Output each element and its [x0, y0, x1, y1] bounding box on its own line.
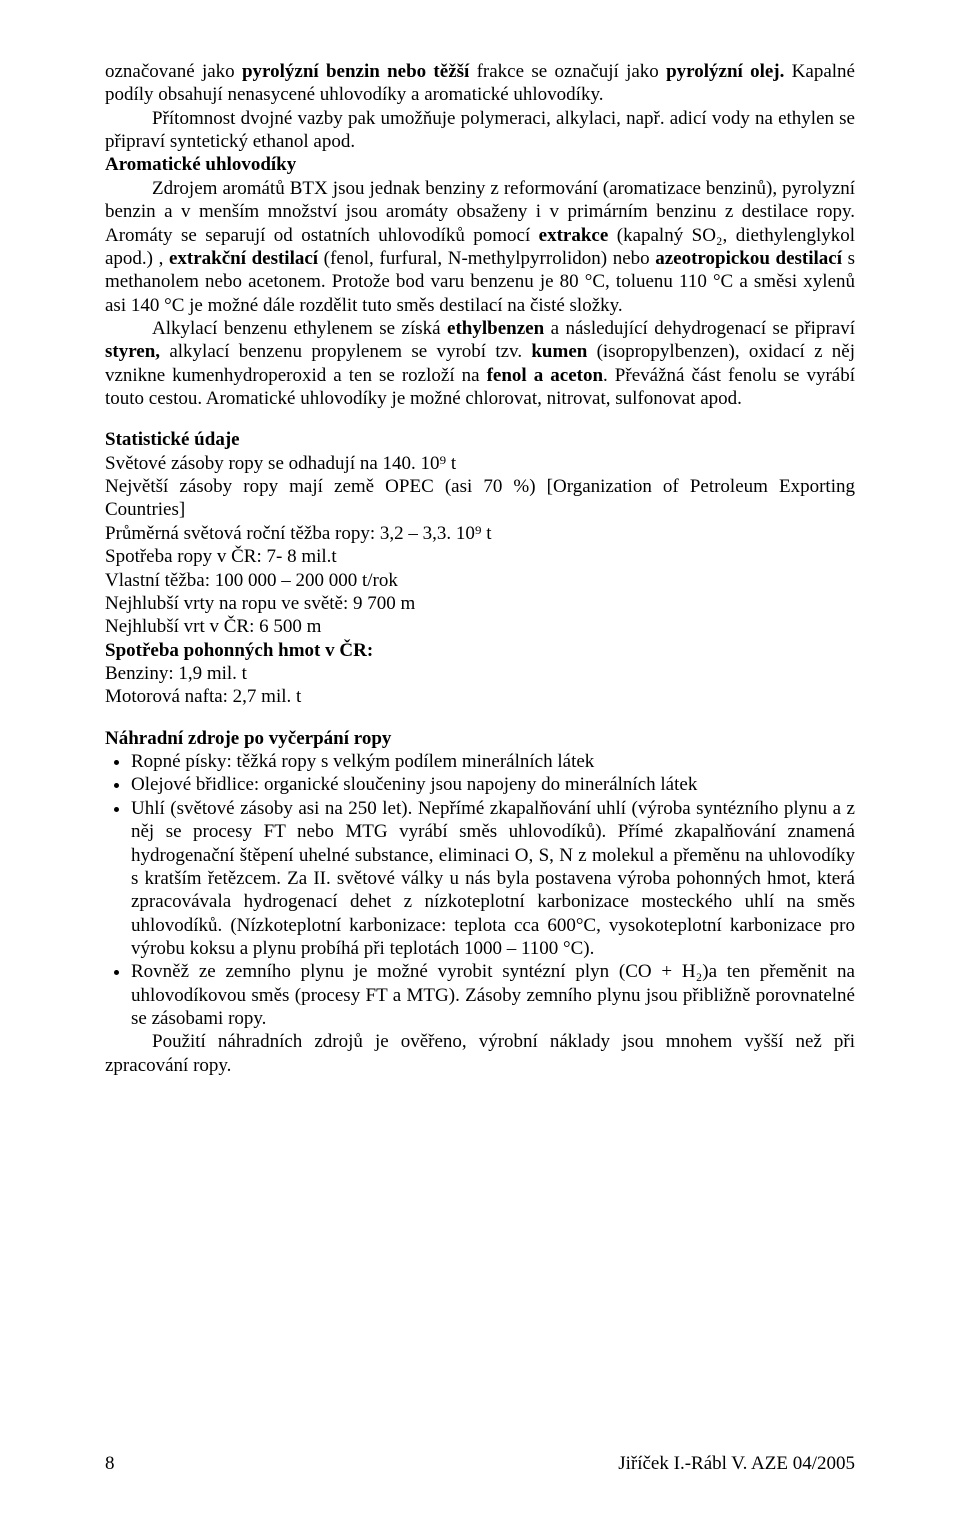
stat-line: Průměrná světová roční těžba ropy: 3,2 –…	[105, 522, 855, 545]
stat-line: Největší zásoby ropy mají země OPEC (asi…	[105, 475, 855, 522]
stat-line: Nejhlubší vrty na ropu ve světě: 9 700 m	[105, 592, 855, 615]
list-item: Uhlí (světové zásoby asi na 250 let). Ne…	[131, 797, 855, 961]
text: alkylací benzenu propylenem se vyrobí tz…	[160, 341, 531, 362]
bold-extrakcni-destilace: extrakční destilací	[169, 248, 318, 269]
bold-pyrolyzni-olej: pyrolýzní olej.	[666, 61, 784, 82]
subhead-aromatic: Aromatické uhlovodíky	[105, 153, 855, 176]
text: označované jako	[105, 61, 242, 82]
page-footer: 8 Jiříček I.-Rábl V. AZE 04/2005	[105, 1452, 855, 1475]
bold-spotreba-cr: Spotřeba pohonných hmot v ČR:	[105, 640, 373, 661]
list-item: Ropné písky: těžká ropy s velkým podílem…	[131, 750, 855, 773]
text: frakce se označují jako	[469, 61, 666, 82]
bold-azeotropicka-destilace: azeotropickou destilací	[655, 248, 842, 269]
stat-line: Nejhlubší vrt v ČR: 6 500 m	[105, 615, 855, 638]
heading-stats: Statistické údaje	[105, 428, 855, 451]
bold-pyrolyzni-benzin: pyrolýzní benzin nebo těžší	[242, 61, 469, 82]
bold-kumen: kumen	[531, 341, 587, 362]
stat-line: Motorová nafta: 2,7 mil. t	[105, 685, 855, 708]
text: (fenol, furfural, N-methylpyrrolidon) ne…	[318, 248, 655, 269]
bold-styren: styren,	[105, 341, 160, 362]
heading-alt-sources: Náhradní zdroje po vyčerpání ropy	[105, 727, 855, 750]
bold-extrakce: extrakce	[539, 225, 609, 246]
stat-line: Světové zásoby ropy se odhadují na 140. …	[105, 452, 855, 475]
para-double-bond: Přítomnost dvojné vazby pak umožňuje pol…	[105, 107, 855, 154]
stat-line-bold: Spotřeba pohonných hmot v ČR:	[105, 639, 855, 662]
footer-credit: Jiříček I.-Rábl V. AZE 04/2005	[618, 1452, 855, 1475]
para-btx-sources: Zdrojem aromátů BTX jsou jednak benziny …	[105, 177, 855, 317]
bold-ethylbenzen: ethylbenzen	[447, 318, 544, 339]
bold-aromaticke-uhlovodiky: Aromatické uhlovodíky	[105, 154, 296, 175]
text: Alkylací benzenu ethylenem se získá	[152, 318, 447, 339]
para-pyrolysis-fractions: označované jako pyrolýzní benzin nebo tě…	[105, 60, 855, 107]
text: a následující dehydrogenací se připraví	[544, 318, 855, 339]
para-alt-summary: Použití náhradních zdrojů je ověřeno, vý…	[105, 1030, 855, 1077]
alt-sources-list: Ropné písky: těžká ropy s velkým podílem…	[105, 750, 855, 1030]
stat-line: Benziny: 1,9 mil. t	[105, 662, 855, 685]
page-number: 8	[105, 1452, 115, 1475]
stat-line: Spotřeba ropy v ČR: 7- 8 mil.t	[105, 545, 855, 568]
list-item: Rovněž ze zemního plynu je možné vyrobit…	[131, 960, 855, 1030]
bold-fenol-aceton: fenol a aceton	[487, 365, 603, 386]
stat-line: Vlastní těžba: 100 000 – 200 000 t/rok	[105, 569, 855, 592]
list-item: Olejové břidlice: organické sloučeniny j…	[131, 773, 855, 796]
para-alkylation: Alkylací benzenu ethylenem se získá ethy…	[105, 317, 855, 410]
